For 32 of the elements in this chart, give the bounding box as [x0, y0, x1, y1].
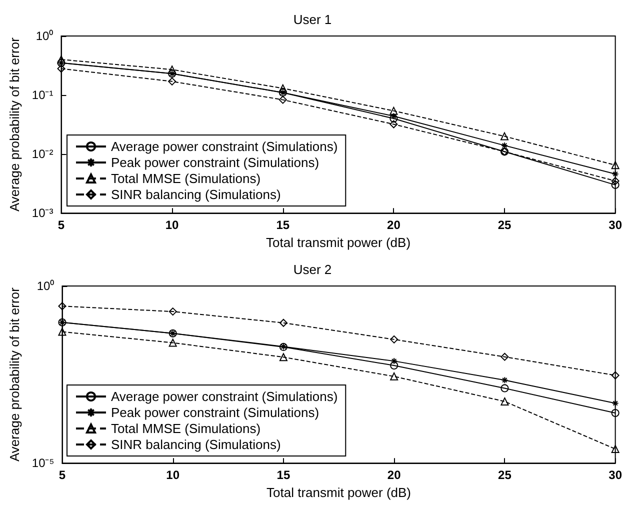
- x-tick-label: 15: [276, 218, 290, 232]
- y-axis-title: Average probability of bit error: [7, 36, 22, 212]
- y-tick-label: 10⁰: [36, 279, 54, 293]
- x-tick-label: 10: [166, 468, 180, 482]
- legend-label: SINR balancing (Simulations): [111, 437, 281, 452]
- y-tick-label: 10⁻¹: [32, 88, 54, 102]
- x-tick-label: 20: [387, 468, 402, 482]
- x-tick-label: 20: [387, 218, 401, 232]
- legend-label: Peak power constraint (Simulations): [111, 405, 320, 420]
- x-tick-label: 10: [165, 218, 180, 232]
- legend-label: Average power constraint (Simulations): [111, 389, 338, 404]
- chart-title: User 2: [293, 262, 332, 277]
- y-axis-title: Average probability of bit error: [7, 286, 22, 462]
- legend-label: Peak power constraint (Simulations): [111, 155, 320, 170]
- x-tick-label: 15: [276, 468, 290, 482]
- legend-label: Total MMSE (Simulations): [111, 171, 261, 186]
- x-tick-label: 5: [58, 218, 65, 232]
- legend-label: SINR balancing (Simulations): [111, 187, 281, 202]
- x-tick-label: 25: [498, 218, 512, 232]
- chart-title: User 1: [293, 12, 332, 27]
- y-tick-label: 10⁻⁵: [32, 456, 54, 470]
- x-tick-label: 5: [58, 468, 66, 482]
- y-tick-label: 10⁰: [36, 29, 54, 43]
- y-tick-label: 10⁻³: [32, 206, 54, 220]
- x-tick-label: 30: [608, 218, 622, 232]
- x-axis-title: Total transmit power (dB): [266, 235, 411, 250]
- x-tick-label: 25: [498, 468, 512, 482]
- x-tick-label: 30: [608, 468, 622, 482]
- legend-label: Total MMSE (Simulations): [111, 421, 261, 436]
- x-axis-title: Total transmit power (dB): [266, 485, 412, 500]
- legend-label: Average power constraint (Simulations): [111, 139, 338, 154]
- y-tick-label: 10⁻²: [32, 147, 54, 162]
